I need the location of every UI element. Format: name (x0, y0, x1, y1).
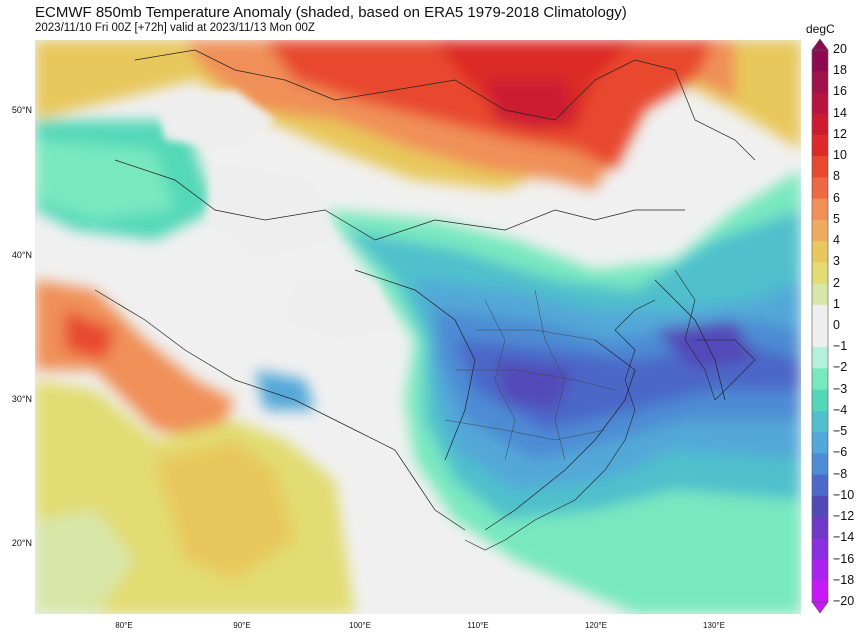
colorbar-swatch (812, 538, 828, 560)
colorbar-swatch (812, 432, 828, 454)
colorbar-level-label: 10 (833, 148, 847, 163)
colorbar-swatch (812, 177, 828, 200)
colorbar-swatch (812, 283, 828, 306)
lon-label: 90°E (233, 621, 251, 630)
lon-label: 100°E (349, 621, 371, 630)
valid-time-subtitle: 2023/11/10 Fri 00Z [+72h] valid at 2023/… (35, 22, 315, 34)
colorbar-level-label: −4 (833, 402, 848, 417)
colorbar-level-label: 2 (833, 275, 840, 290)
colorbar-level-label: −16 (833, 551, 855, 566)
colorbar-swatch (812, 580, 828, 603)
chart-title: ECMWF 850mb Temperature Anomaly (shaded,… (35, 4, 627, 21)
colorbar-swatch (812, 368, 828, 391)
anomaly-shading (35, 40, 801, 614)
colorbar-level-label: 5 (833, 211, 840, 226)
lon-label: 110°E (467, 621, 489, 630)
colorbar-level-label: 4 (833, 233, 840, 248)
colorbar-unit: degC (806, 22, 835, 36)
colorbar-swatch (812, 410, 828, 433)
colorbar-level-label: 12 (833, 126, 847, 141)
colorbar-swatch (812, 134, 828, 157)
colorbar-swatch (812, 347, 828, 369)
colorbar-swatch (812, 495, 828, 518)
colorbar-level-label: −8 (833, 466, 848, 481)
colorbar-level-label: 0 (833, 318, 840, 332)
country-borders (94, 49, 756, 531)
lon-label: 120°E (585, 621, 607, 630)
colorbar-level-label: −14 (833, 530, 855, 545)
lon-label: 130°E (703, 621, 725, 630)
lat-label: 30°N (11, 394, 32, 404)
colorbar-swatch (812, 92, 828, 115)
colorbar-level-label: −20 (833, 594, 855, 608)
colorbar-swatch (812, 326, 828, 348)
colorbar-level-label: 18 (833, 63, 847, 78)
colorbar-level-label: −10 (833, 487, 855, 502)
colorbar-level-label: −2 (833, 360, 848, 375)
colorbar-extend-arrow (811, 601, 829, 614)
colorbar-level-label: −12 (833, 509, 855, 524)
colorbar-swatch (812, 262, 828, 284)
colorbar (811, 38, 829, 614)
colorbar-level-label: 20 (833, 42, 847, 56)
colorbar-swatch (812, 559, 828, 582)
colorbar-swatch (812, 453, 828, 476)
colorbar-frame (811, 49, 829, 603)
colorbar-level-label: 3 (833, 254, 840, 269)
lat-label: 20°N (11, 538, 32, 548)
colorbar-swatch (812, 389, 828, 412)
colorbar-level-label: 16 (833, 84, 847, 99)
lat-label: 50°N (11, 105, 32, 115)
colorbar-level-label: 1 (833, 296, 840, 311)
colorbar-level-label: −18 (833, 572, 855, 587)
colorbar-swatch (812, 241, 828, 263)
colorbar-level-label: −5 (833, 424, 848, 439)
anomaly-map (35, 40, 801, 614)
lat-label: 40°N (11, 250, 32, 260)
colorbar-level-label: 6 (833, 190, 840, 205)
colorbar-swatch (812, 474, 828, 497)
lon-label: 80°E (115, 621, 133, 630)
colorbar-swatch (812, 156, 828, 178)
colorbar-swatch (812, 198, 828, 221)
map-canvas (35, 40, 801, 614)
colorbar-level-label: −6 (833, 445, 848, 460)
colorbar-level-label: −1 (833, 339, 848, 354)
colorbar-swatch (812, 113, 828, 136)
colorbar-swatch (812, 517, 828, 539)
province-borders (444, 289, 616, 461)
colorbar-swatch (812, 304, 828, 327)
colorbar-level-label: −3 (833, 381, 848, 396)
colorbar-swatch (812, 50, 828, 72)
colorbar-extend-arrow (811, 38, 829, 51)
colorbar-level-label: 14 (833, 105, 847, 120)
coastline (464, 269, 756, 551)
colorbar-swatch (812, 71, 828, 93)
colorbar-swatch (812, 219, 828, 242)
colorbar-level-label: 8 (833, 169, 840, 184)
